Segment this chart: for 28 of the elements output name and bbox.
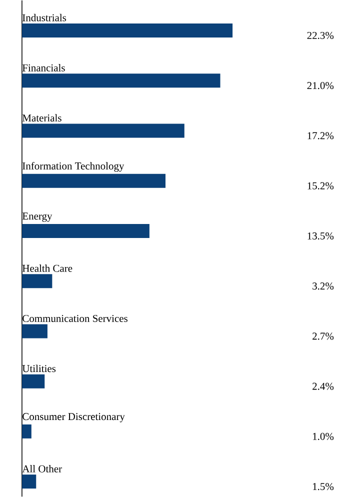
y-tick-label: Information Technology	[22, 162, 124, 172]
y-tick-label: Communication Services	[22, 314, 128, 322]
bar	[22, 224, 150, 238]
bar	[22, 74, 220, 88]
y-tick-label: Energy	[22, 212, 52, 222]
bar	[22, 324, 48, 338]
data-label: 2.7%	[312, 332, 334, 340]
bar	[22, 374, 44, 388]
data-label: 13.5%	[308, 232, 334, 240]
bar	[22, 424, 32, 438]
bar	[22, 474, 36, 489]
data-label: 1.0%	[312, 432, 334, 440]
data-label: 1.5%	[312, 482, 334, 490]
data-label: 17.2%	[308, 132, 334, 140]
y-tick-label: Health Care	[22, 264, 72, 272]
data-label: 21.0%	[307, 82, 334, 90]
bar	[22, 124, 184, 138]
y-tick-label: Financials	[22, 64, 65, 72]
data-label: 15.2%	[308, 182, 334, 190]
data-label: 22.3%	[307, 32, 334, 40]
bar	[22, 174, 166, 188]
data-label: 3.2%	[312, 282, 334, 290]
y-tick-label: Materials	[22, 114, 62, 122]
bar	[22, 23, 232, 38]
bar	[22, 274, 52, 288]
y-tick-label: Industrials	[22, 14, 66, 22]
data-label: 2.4%	[312, 382, 334, 390]
y-tick-label: Consumer Discretionary	[22, 413, 125, 422]
